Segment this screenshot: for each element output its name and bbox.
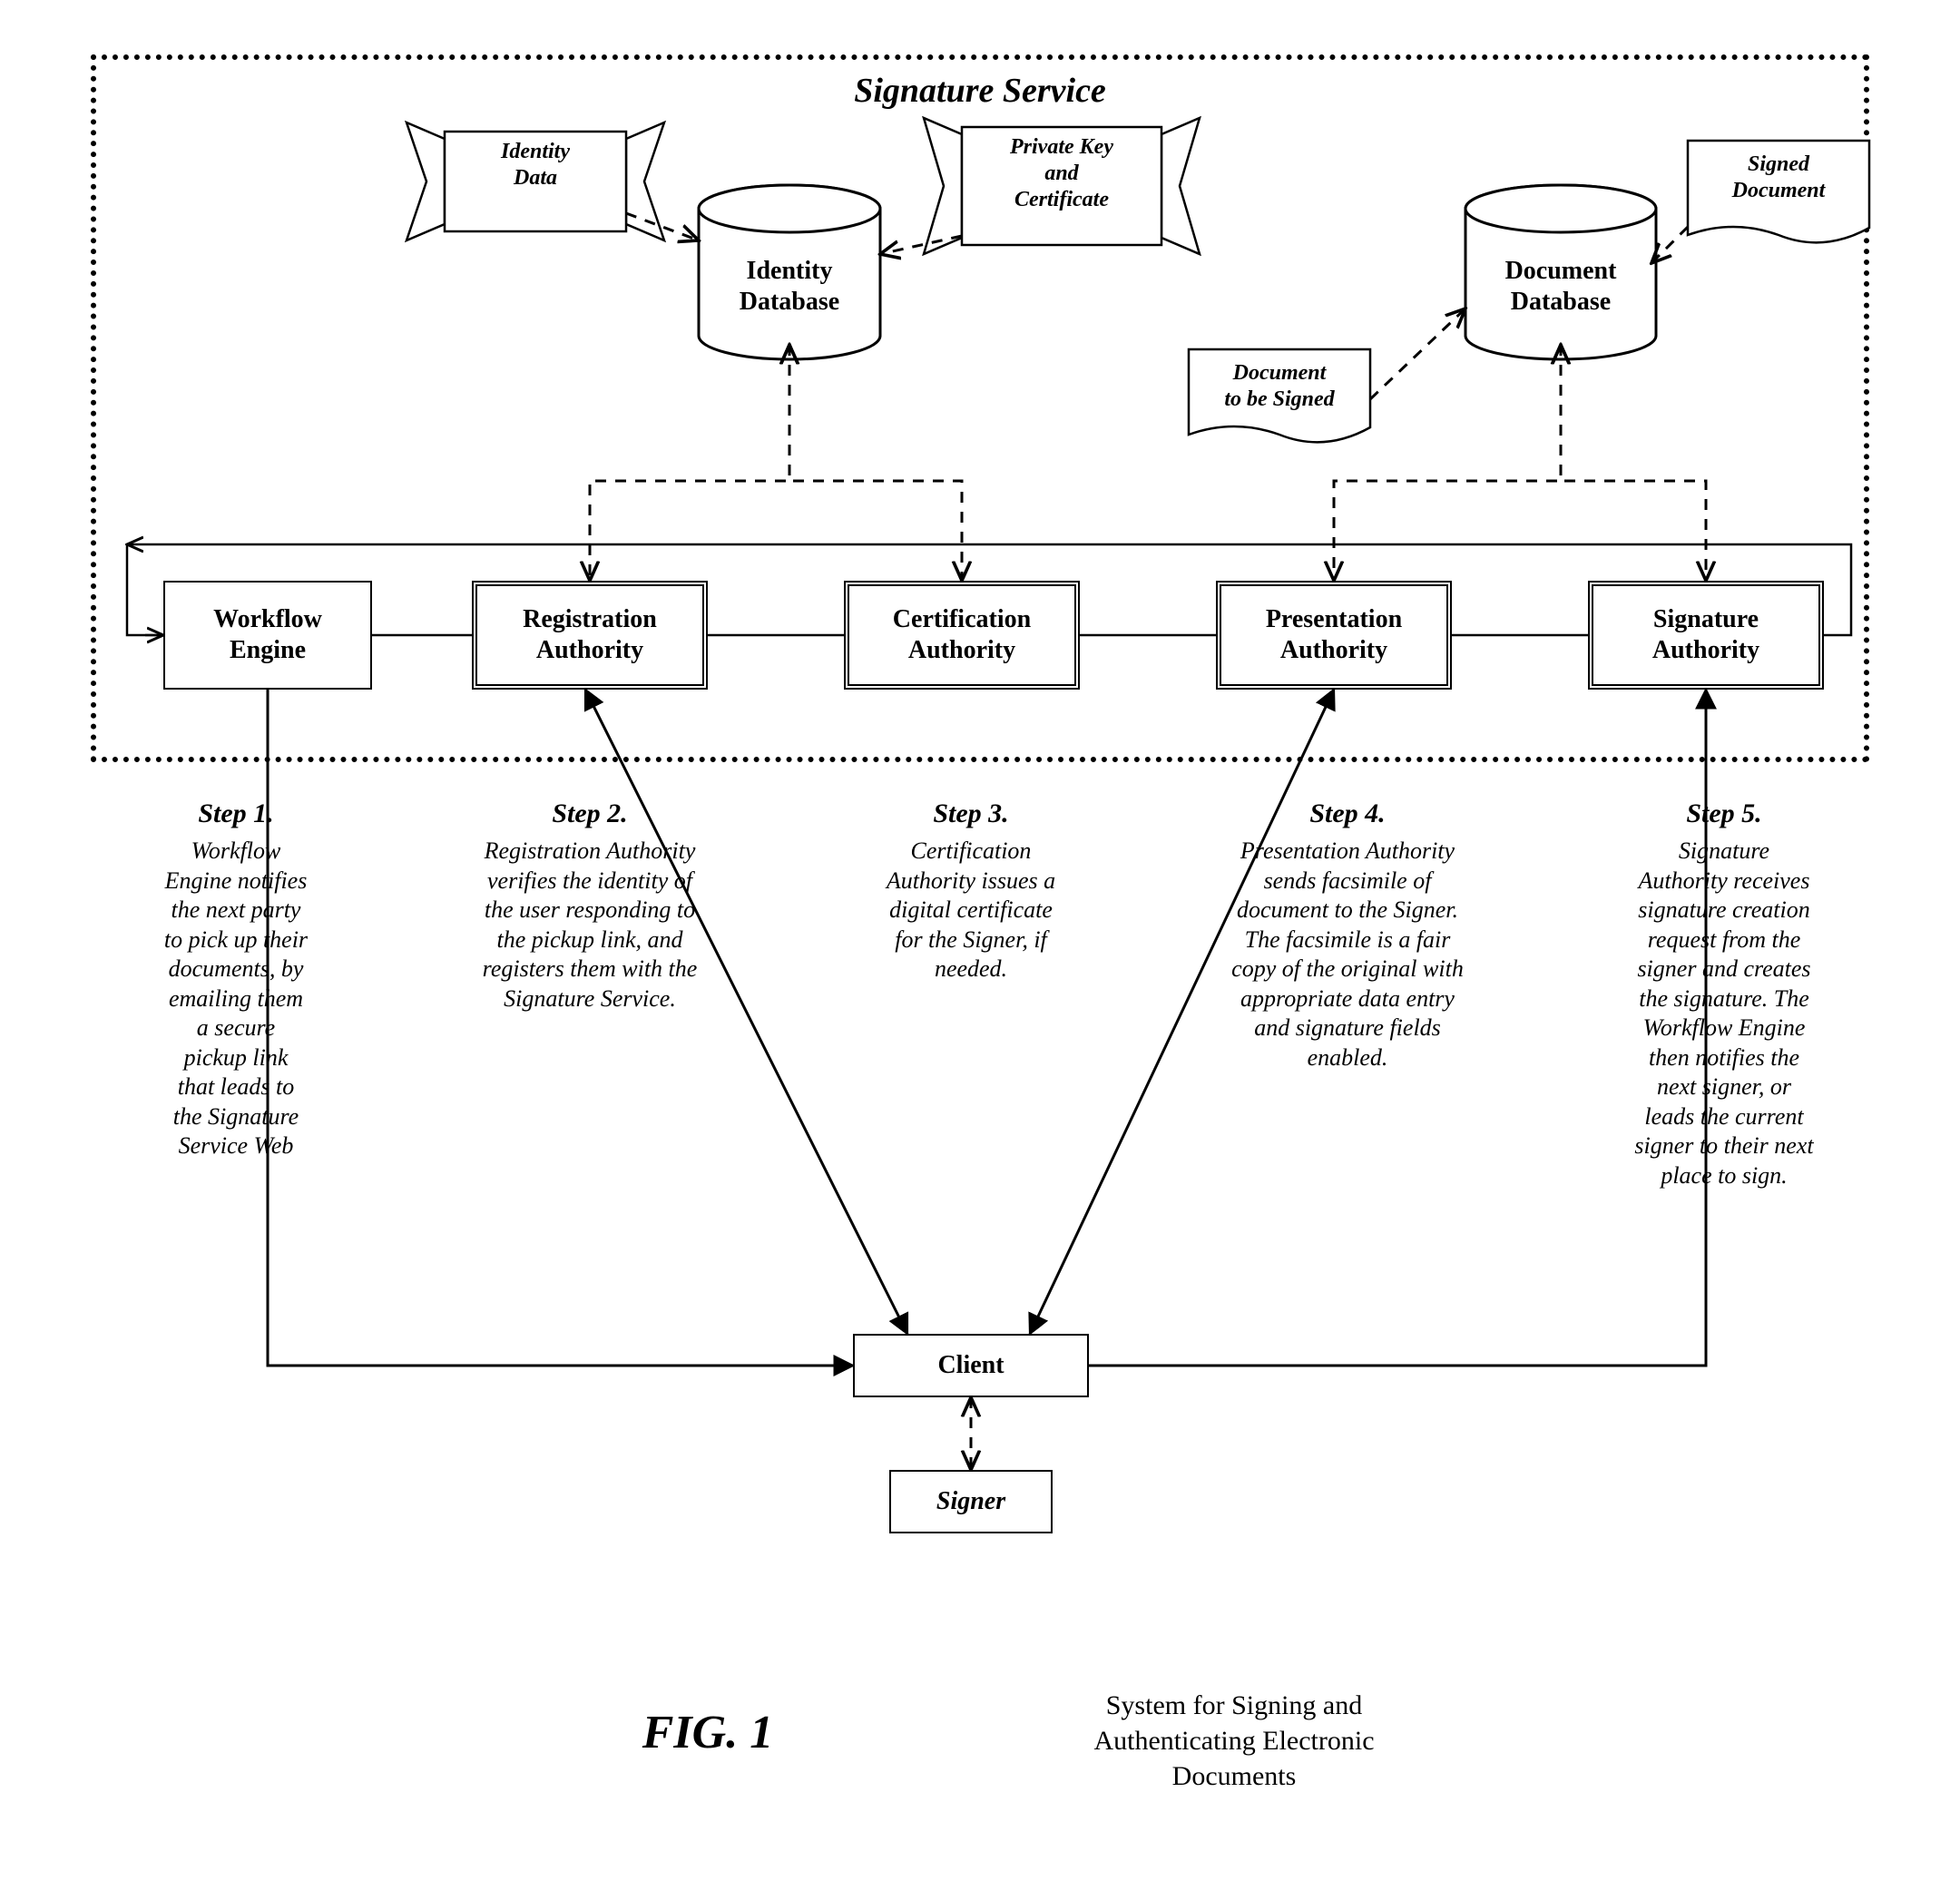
box-presentation: PresentationAuthority [1216,581,1452,690]
step-title-2: Step 2. [417,798,762,829]
diagram-canvas: Signature Service IdentityDatabaseDocume… [36,36,1924,1864]
step-body-3: CertificationAuthority issues adigital c… [826,837,1116,984]
box-client: Client [853,1334,1089,1397]
step-body-2: Registration Authorityverifies the ident… [417,837,762,1014]
step-title-3: Step 3. [826,798,1116,829]
step-title-5: Step 5. [1579,798,1869,829]
doc-signed-doc: SignedDocument [1688,152,1869,204]
box-registration: RegistrationAuthority [472,581,708,690]
banner-identity-data: IdentityData [445,139,626,191]
box-workflow: WorkflowEngine [163,581,372,690]
banner-pk-cert: Private KeyandCertificate [962,134,1161,212]
step-body-5: SignatureAuthority receivessignature cre… [1579,837,1869,1190]
step-title-4: Step 4. [1180,798,1515,829]
box-signer: Signer [889,1470,1053,1533]
box-certification: CertificationAuthority [844,581,1080,690]
box-signature: SignatureAuthority [1588,581,1824,690]
doc-doc-tosign: Documentto be Signed [1189,360,1370,413]
db-document-db: DocumentDatabase [1465,256,1656,317]
db-identity-db: IdentityDatabase [699,256,880,317]
figure-caption: System for Signing andAuthenticating Ele… [980,1688,1488,1794]
figure-number: FIG. 1 [544,1706,871,1759]
step-body-4: Presentation Authoritysends facsimile of… [1180,837,1515,1072]
step-title-1: Step 1. [118,798,354,829]
step-body-1: WorkflowEngine notifiesthe next partyto … [118,837,354,1161]
